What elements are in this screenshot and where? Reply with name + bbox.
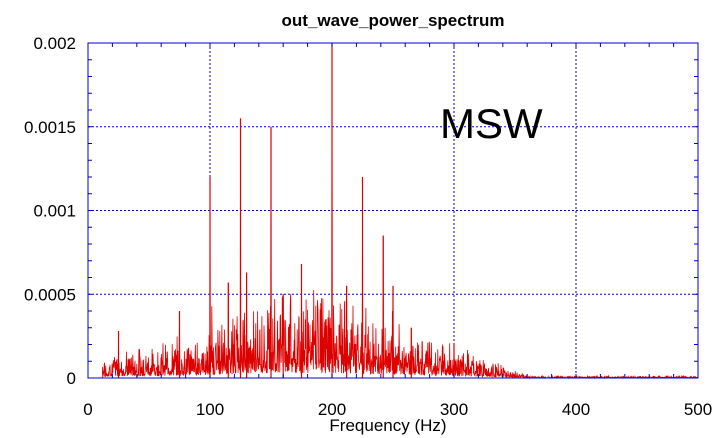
y-tick-label: 0.0005 bbox=[24, 285, 76, 304]
series-layer bbox=[88, 42, 699, 380]
y-tick-labels: 0 0.0005 0.001 0.0015 0.002 bbox=[24, 34, 76, 388]
chart-title: out_wave_power_spectrum bbox=[282, 11, 505, 30]
annotation-msw: MSW bbox=[440, 100, 543, 147]
x-axis-label: Frequency (Hz) bbox=[329, 416, 446, 435]
y-tick-label: 0 bbox=[67, 369, 76, 388]
axis-ticks bbox=[87, 42, 699, 379]
x-tick-label: 0 bbox=[83, 400, 92, 419]
y-tick-label: 0.002 bbox=[33, 34, 76, 53]
x-tick-label: 200 bbox=[318, 400, 346, 419]
x-tick-label: 500 bbox=[684, 400, 712, 419]
x-tick-label: 400 bbox=[562, 400, 590, 419]
y-tick-label: 0.001 bbox=[33, 202, 76, 221]
x-tick-label: 100 bbox=[196, 400, 224, 419]
x-tick-label: 300 bbox=[440, 400, 468, 419]
x-tick-labels: 0 100 200 300 400 500 bbox=[83, 400, 712, 419]
y-tick-label: 0.0015 bbox=[24, 118, 76, 137]
